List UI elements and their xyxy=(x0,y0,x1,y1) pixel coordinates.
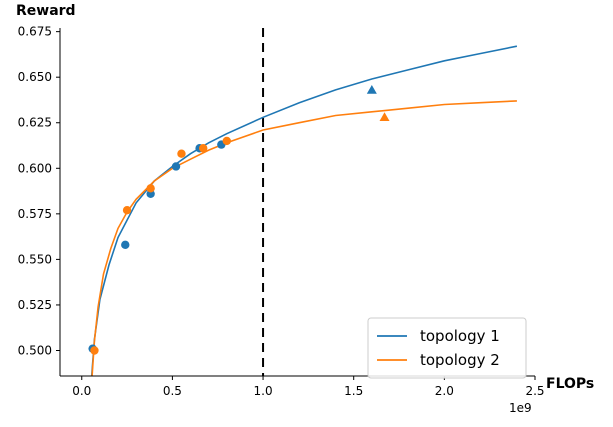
y-tick-label: 0.650 xyxy=(18,70,52,84)
data-point-series-2 xyxy=(90,346,99,355)
fit-curves xyxy=(90,45,518,376)
y-axis-title: Reward xyxy=(16,3,76,19)
x-tick-label: 1.0 xyxy=(254,384,273,398)
legend: topology 1 topology 2 xyxy=(367,317,527,379)
data-point-series-2 xyxy=(177,149,186,158)
data-point-series-2 xyxy=(199,144,208,153)
triangle-point-series-1 xyxy=(366,84,377,94)
data-point-series-1 xyxy=(171,162,181,171)
data-points xyxy=(88,84,390,355)
legend-box xyxy=(367,317,527,379)
y-tick-label: 0.600 xyxy=(18,161,52,175)
data-point-series-2 xyxy=(146,184,155,193)
x-tick-label: 1.5 xyxy=(344,384,363,398)
x-axis-title: FLOPs xyxy=(546,376,594,392)
fit-curve-series-1 xyxy=(90,45,518,376)
data-point-series-2 xyxy=(222,136,231,146)
y-tick-label: 0.675 xyxy=(18,25,52,39)
x-offset-label: 1e9 xyxy=(509,401,532,415)
legend-label-series-1: topology 1 xyxy=(420,327,500,345)
y-tick-label: 0.525 xyxy=(18,298,52,312)
data-point-series-2 xyxy=(122,205,132,215)
x-tick-label: 2.5 xyxy=(525,384,544,398)
y-tick-label: 0.500 xyxy=(18,343,52,357)
x-tick-label: 0.0 xyxy=(72,384,91,398)
y-tick-label: 0.625 xyxy=(18,116,52,130)
data-point-series-1 xyxy=(121,240,130,250)
fit-curve-series-2 xyxy=(91,100,517,376)
x-tick-label: 2.0 xyxy=(435,384,454,398)
triangle-point-series-2 xyxy=(379,112,390,122)
legend-label-series-2: topology 2 xyxy=(420,351,500,369)
x-tick-label: 0.5 xyxy=(163,384,182,398)
y-tick-label: 0.550 xyxy=(18,252,52,266)
y-tick-label: 0.575 xyxy=(18,207,52,221)
